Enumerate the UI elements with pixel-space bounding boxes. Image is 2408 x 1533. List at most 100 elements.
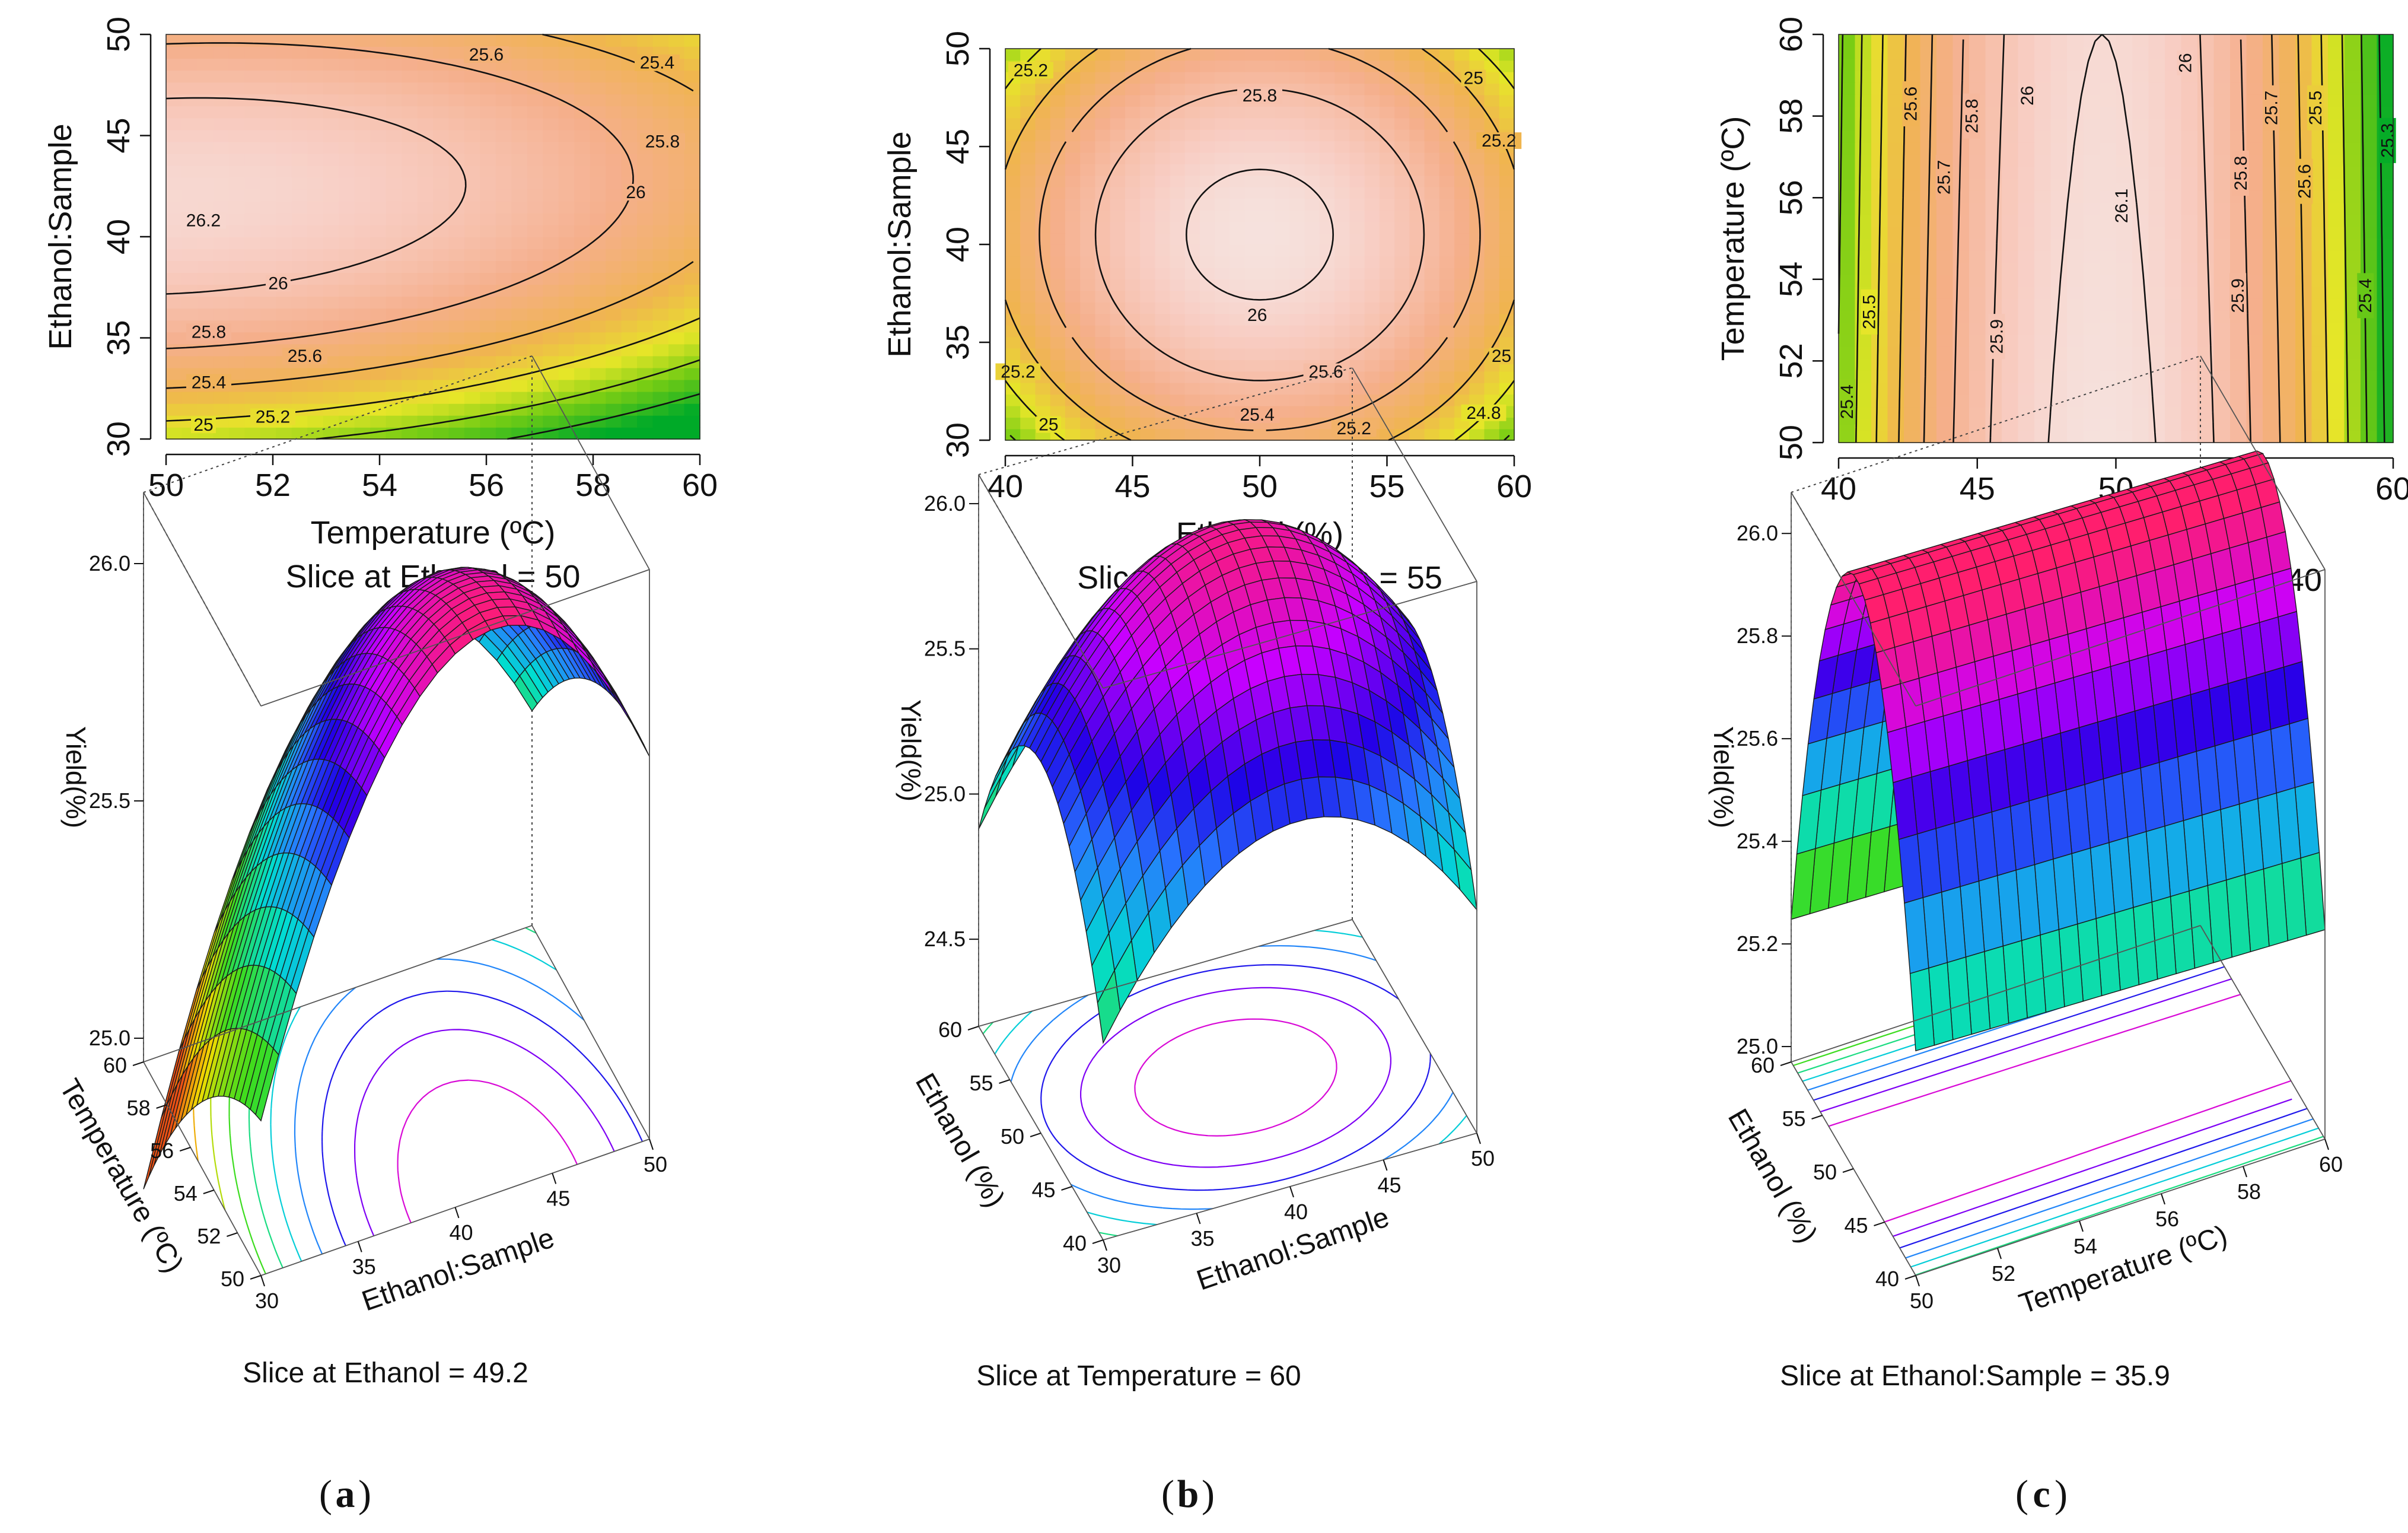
contour-a-heat-cell [637,165,654,178]
contour-a-heat-cell [166,332,183,345]
contour-a-heat-cell [339,201,355,214]
contour-c-heat-cell [2002,70,2019,83]
contour-a-heat-cell [511,141,528,154]
contour-b-heat-cell [1469,267,1485,279]
contour-b-heat-cell [1005,394,1021,406]
contour-b-heat-cell [1394,198,1410,211]
contour-b-heat-cell [1140,382,1156,395]
contour-b-heat-cell [1215,129,1231,142]
contour-c-heat-cell [1952,395,1970,408]
contour-b-heat-cell [1005,198,1021,211]
contour-a-heat-cell [433,260,450,273]
contour-c-heat-cell [2230,250,2247,263]
contour-a-heat-cell [260,224,277,237]
contour-c-heat-cell [2083,142,2100,155]
surface-a-u-tick-label: 45 [546,1187,570,1211]
contour-b-heat-cell [1215,221,1231,234]
contour-a-heat-cell [181,189,198,202]
contour-c-heat-cell [2263,190,2280,203]
contour-c-heat-cell [1952,46,1970,59]
contour-c-heat-cell [2083,382,2100,395]
contour-b-heat-cell [1155,164,1171,176]
contour-b-heat-cell [1005,175,1021,187]
contour-c-heat-cell [2246,154,2263,167]
contour-a-heat-cell [590,201,606,214]
contour-b-heat-cell [1275,348,1291,360]
contour-c-heat-cell [1839,238,1856,251]
contour-a-heat-cell [276,212,292,225]
contour-a-contour-label-bg [266,275,291,292]
contour-b-heat-cell [1424,394,1440,406]
contour-c-heat-cell [2148,334,2165,347]
surface-a-u-tick [260,1275,265,1287]
contour-a-heat-cell [166,284,183,297]
contour-c-heat-cell [2083,166,2100,179]
contour-b-heat-cell [1469,233,1485,245]
contour-b-heat-cell [1080,209,1096,222]
contour-b-heat-cell [1454,221,1470,234]
contour-a-heat-cell [260,308,277,321]
contour-b-heat-cell [1409,164,1425,176]
contour-b-heat-cell [1184,129,1200,142]
contour-a-heat-cell [480,82,496,95]
contour-c-heat-cell [2083,298,2100,311]
contour-c-heat-cell [1985,142,2002,155]
contour-b-heat-cell [1125,256,1141,268]
contour-a-heat-cell [417,403,434,416]
contour-a-heat-cell [448,344,465,357]
contour-c-heat-cell [2279,142,2296,155]
contour-c-heat-cell [1969,178,1986,191]
contour-a-heat-cell [370,189,387,202]
contour-c-heat-cell [2148,298,2165,311]
contour-b-heat-cell [1065,428,1081,441]
contour-a-heat-cell [684,344,700,357]
contour-c-heat-cell [2213,262,2231,275]
contour-a-contour-line [165,42,634,349]
contour-c-heat-cell [1969,166,1986,179]
contour-a-heat-cell [291,308,308,321]
contour-c-heat-cell [2246,358,2263,371]
contour-c-heat-cell [1855,190,1872,203]
contour-c-heat-cell [2263,214,2280,227]
contour-c-heat-cell [2263,274,2280,287]
contour-c-heat-cell [2018,46,2035,59]
contour-c-heat-cell [2213,418,2231,431]
contour-b-heat-cell [1275,117,1291,130]
contour-a-heat-cell [558,344,575,357]
contour-a-heat-cell [291,177,308,190]
contour-c-heat-cell [2100,430,2117,443]
contour-b-heat-cell [1469,348,1485,360]
surface-a-v-tick-label: 58 [127,1096,151,1120]
contour-c-heat-cell [2100,190,2117,203]
contour-a-heat-cell [181,58,198,71]
contour-b-heat-cell [1244,198,1260,211]
contour-b-heat-cell [1439,428,1455,441]
contour-c-heat-cell [1952,70,1970,83]
contour-c-heat-cell [1936,358,1954,371]
contour-a-heat-cell [213,296,230,309]
contour-b-heat-cell [1439,302,1455,314]
contour-c-heat-cell [2377,346,2394,360]
contour-c-heat-cell [2116,334,2133,347]
contour-c-heat-cell [2050,310,2068,323]
contour-a-heat-cell [590,415,606,428]
contour-b-heat-cell [1215,267,1231,279]
contour-b-heat-cell [1394,360,1410,372]
contour-c-heat-cell [2181,238,2198,251]
contour-c-heat-cell [2328,34,2345,47]
surface-c-base-contour [1820,978,2292,1237]
contour-a-heat-cell [244,106,261,119]
contour-a-heat-cell [511,308,528,321]
contour-a-heat-cell [448,237,465,249]
contour-b-heat-cell [1349,313,1365,326]
contour-c-heat-cell [2002,395,2019,408]
contour-a-heat-cell [464,260,481,273]
contour-b-heat-cell [1484,302,1500,314]
contour-a-heat-cell [370,415,387,428]
contour-b-heat-cell [1454,371,1470,383]
contour-a-heat-cell [480,296,496,309]
contour-a-heat-cell [291,34,308,47]
contour-b-heat-cell [1424,221,1440,234]
contour-a-heat-cell [197,46,214,59]
contour-b-heat-cell [1200,164,1216,176]
